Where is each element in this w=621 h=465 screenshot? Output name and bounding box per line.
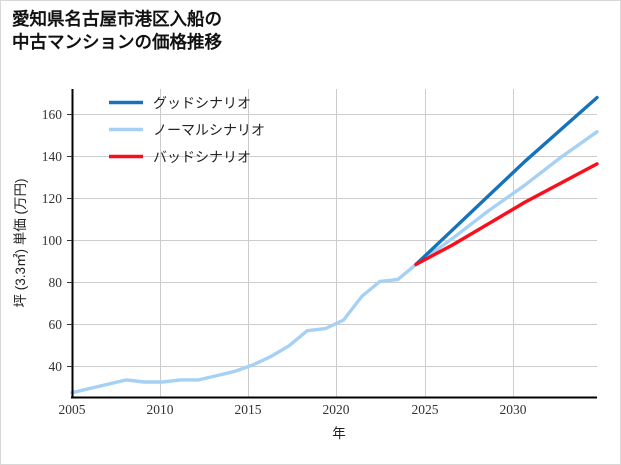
x-tick-label: 2005	[59, 402, 86, 417]
legend-label-good-scenario: グッドシナリオ	[153, 96, 251, 112]
y-tick-label: 140	[42, 149, 63, 164]
x-tick-labels: 2005 2010 2015 2020 2025 2030	[59, 402, 527, 417]
y-tick-label: 100	[42, 233, 63, 248]
chart-title: 愛知県名古屋市港区入船の 中古マンションの価格推移	[12, 9, 222, 52]
y-tick-label: 160	[42, 107, 63, 122]
y-tick-label: 120	[42, 191, 63, 206]
legend-label-bad-scenario: バッドシナリオ	[153, 151, 251, 166]
axis-spines	[71, 89, 597, 399]
x-tick-label: 2010	[147, 402, 174, 417]
y-tick-label: 40	[49, 359, 63, 374]
y-gridlines	[72, 114, 597, 367]
x-tick-label: 2025	[412, 402, 439, 417]
chart-legend: グッドシナリオ ノーマルシナリオ バッドシナリオ	[109, 96, 265, 166]
line-historical	[70, 262, 418, 395]
y-tick-marks	[67, 114, 72, 367]
y-tick-labels: 160 140 120 100 80 60 40	[42, 107, 63, 374]
y-tick-label: 80	[49, 275, 63, 290]
legend-label-normal-scenario: ノーマルシナリオ	[153, 124, 265, 139]
x-tick-label: 2015	[235, 402, 262, 417]
x-axis-title: 年	[332, 426, 346, 441]
x-tick-label: 2020	[323, 402, 350, 417]
y-tick-label: 60	[49, 317, 63, 332]
line-bad-scenario	[414, 162, 599, 267]
line-good-scenario	[414, 95, 599, 267]
y-axis-title: 坪 (3.3㎡) 単価 (万円)	[13, 178, 28, 307]
data-lines	[70, 95, 599, 395]
x-tick-label: 2030	[500, 402, 527, 417]
line-normal-scenario	[414, 130, 599, 267]
